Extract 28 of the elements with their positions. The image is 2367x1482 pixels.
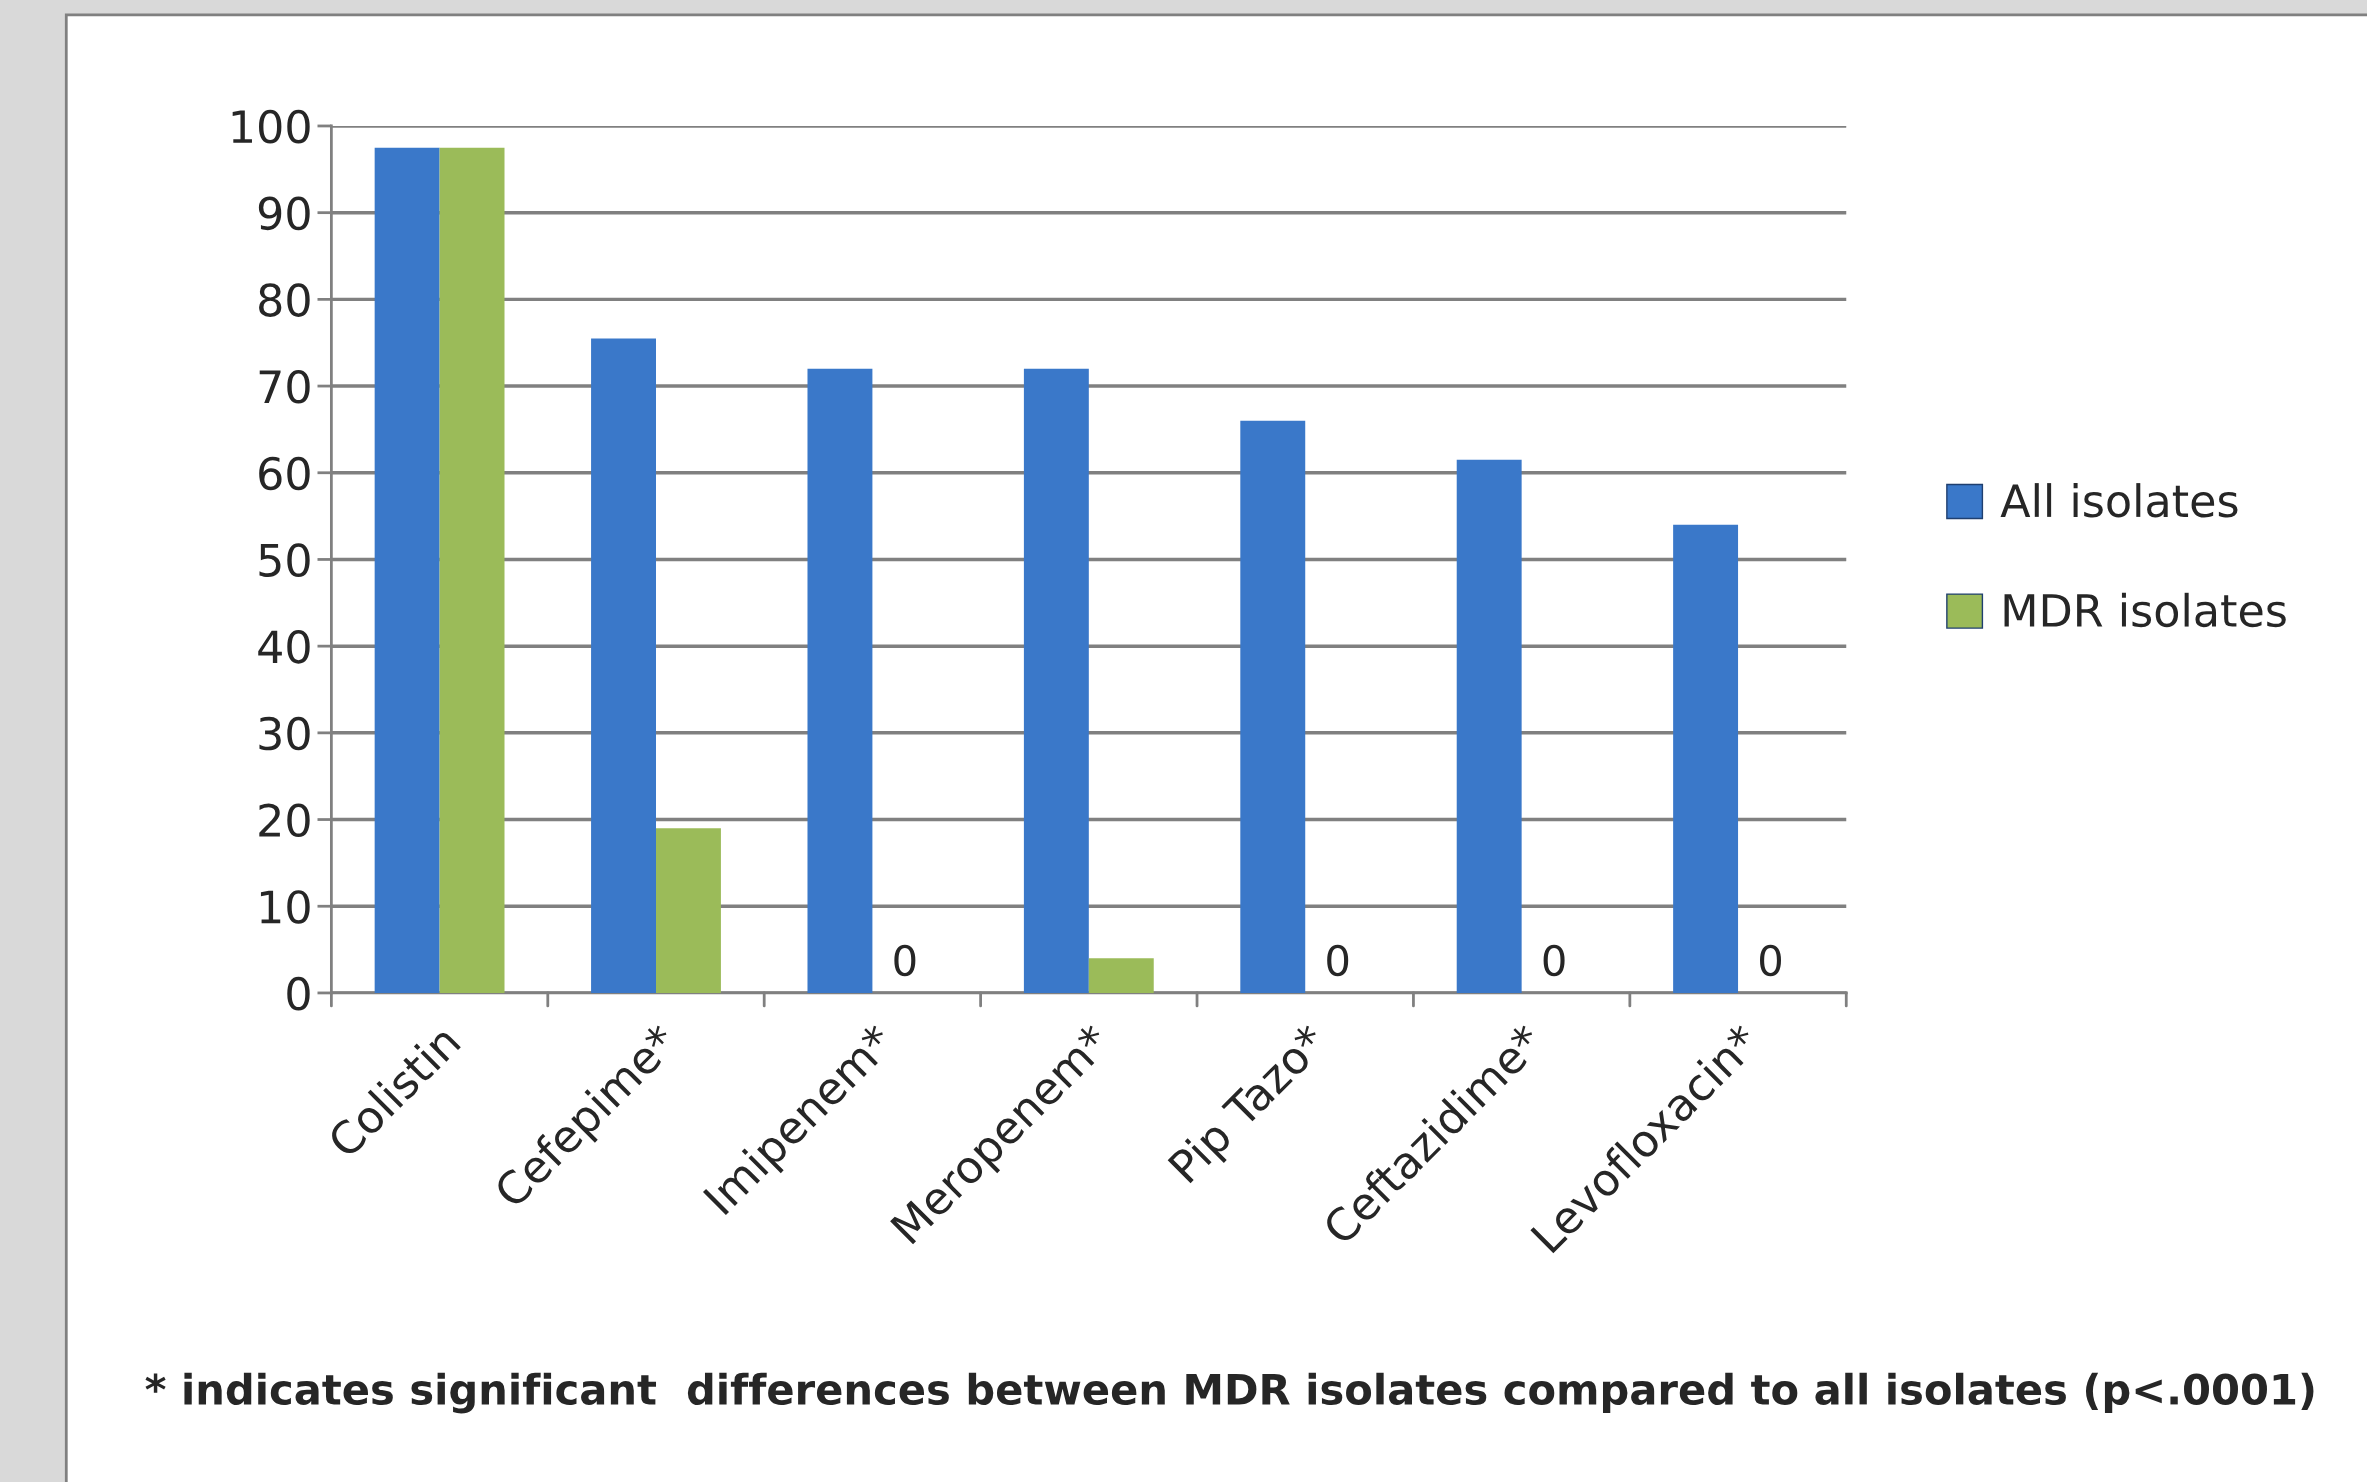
bar xyxy=(1023,368,1089,993)
y-tick-label: 20 xyxy=(259,803,310,838)
bar xyxy=(807,368,873,993)
bar xyxy=(439,147,505,993)
data-label: 0 xyxy=(1760,944,1781,977)
data-label: 0 xyxy=(1543,944,1565,977)
y-tick-label: 50 xyxy=(259,543,310,577)
y-tick-label: 90 xyxy=(258,196,310,231)
legend-label: All isolates xyxy=(2000,483,2238,518)
y-tick-label: 60 xyxy=(259,456,310,491)
legend-label: MDR isolates xyxy=(2004,592,2286,628)
bar xyxy=(1673,524,1739,993)
bar xyxy=(591,338,656,993)
bar xyxy=(1240,420,1306,993)
bar xyxy=(374,147,440,993)
bar xyxy=(1456,459,1522,993)
y-tick-label: 70 xyxy=(259,369,310,404)
y-tick-label: 10 xyxy=(260,890,310,924)
y-tick-label: 0 xyxy=(287,976,310,1011)
y-tick-label: 30 xyxy=(259,716,310,751)
y-tick-label: 40 xyxy=(258,630,310,664)
bar xyxy=(1088,958,1154,993)
y-tick-label: 80 xyxy=(259,283,310,317)
bar xyxy=(656,828,721,993)
y-tick-label: 100 xyxy=(232,109,310,144)
text: * indicates significant differences between MDR isolates compared to all isolates (p<.0001) xyxy=(145,1372,2314,1414)
data-label: 0 xyxy=(894,944,916,977)
data-label: 0 xyxy=(1327,944,1349,977)
